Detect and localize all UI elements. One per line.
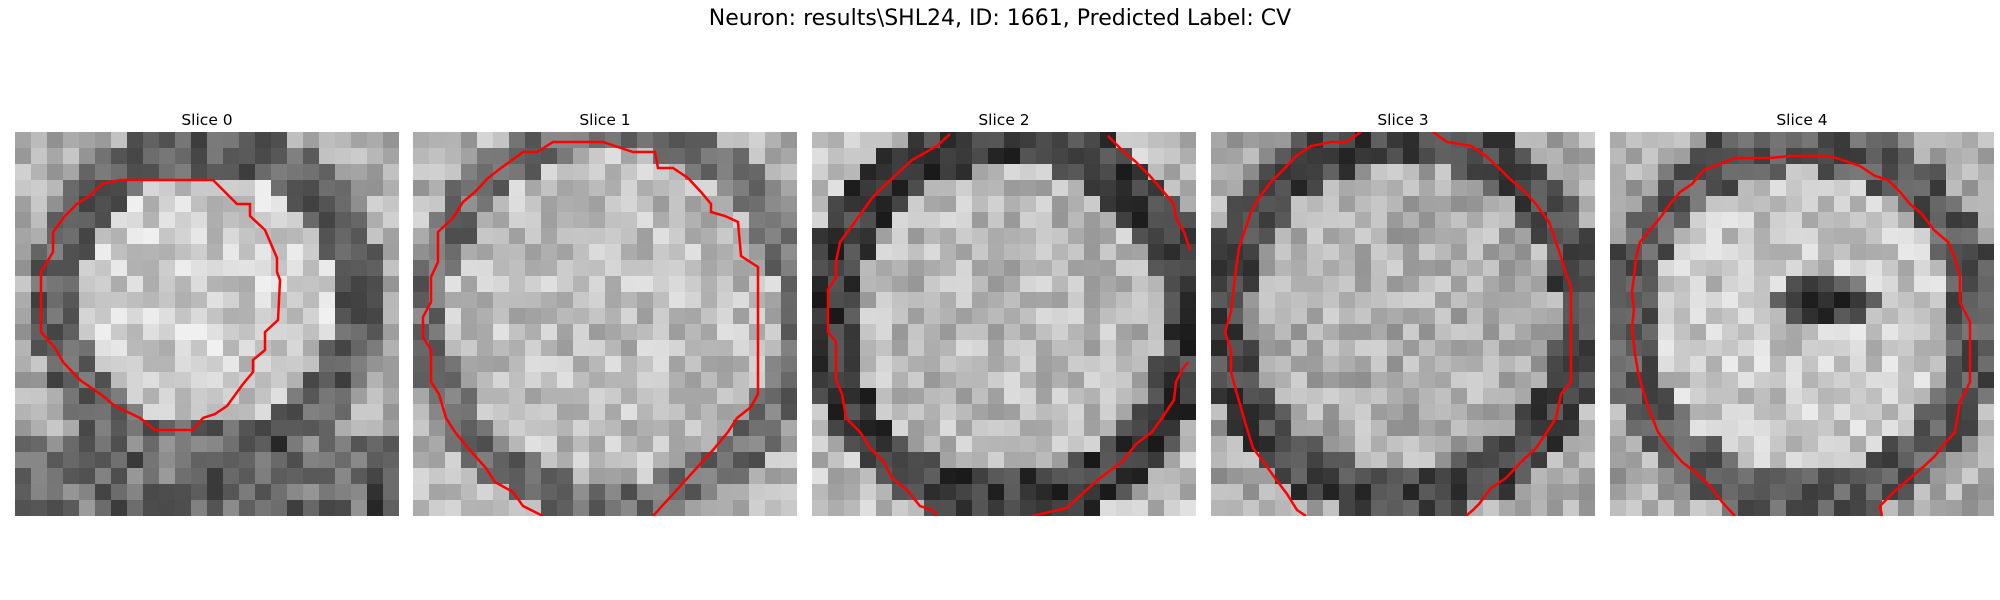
slice-title-1: Slice 1	[579, 111, 631, 129]
slice-image-3	[1211, 132, 1595, 516]
slice-title-4: Slice 4	[1776, 111, 1828, 129]
slice-image-4	[1610, 132, 1994, 516]
slice-image-0	[15, 132, 399, 516]
slice-title-2: Slice 2	[978, 111, 1030, 129]
slice-image-1	[413, 132, 797, 516]
slice-panel-0: Slice 0	[15, 110, 399, 516]
figure-title: Neuron: results\SHL24, ID: 1661, Predict…	[708, 6, 1292, 31]
slice-title-0: Slice 0	[181, 111, 233, 129]
slice-panel-2: Slice 2	[812, 110, 1196, 516]
slice-panel-4: Slice 4	[1610, 110, 1994, 516]
slice-panel-1: Slice 1	[413, 110, 797, 516]
slice-image-2	[812, 132, 1196, 516]
slice-panel-3: Slice 3	[1211, 110, 1595, 516]
slice-title-3: Slice 3	[1377, 111, 1429, 129]
